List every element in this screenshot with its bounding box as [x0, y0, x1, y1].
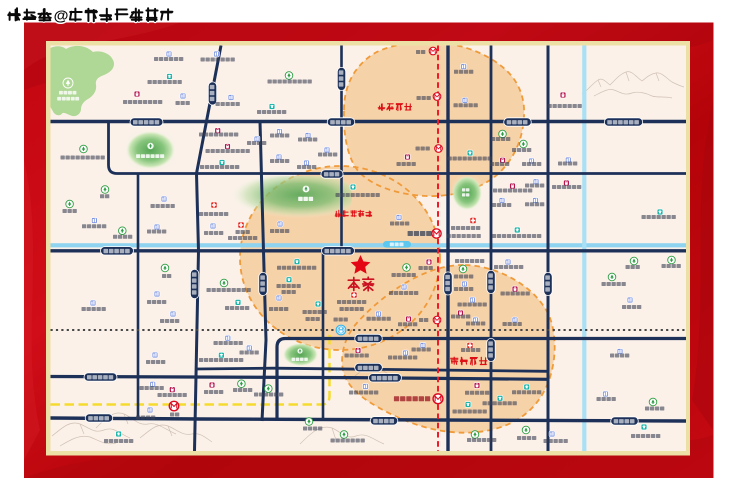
svg-text:@: @ [54, 8, 69, 25]
svg-text:@: @ [54, 8, 69, 25]
